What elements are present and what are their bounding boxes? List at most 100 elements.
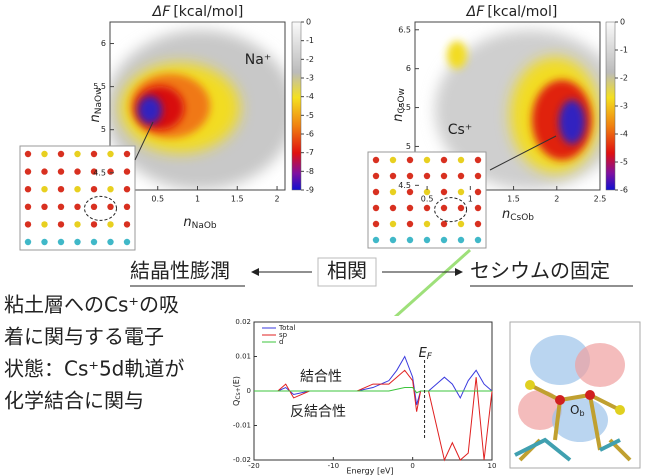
x-axis-label: nNaOb (183, 215, 217, 231)
x-tick-label: 2.5 (594, 195, 607, 204)
atom (25, 168, 31, 174)
atom (475, 221, 481, 227)
colorbar-tick-label: -1 (306, 36, 314, 45)
atom (458, 189, 464, 195)
atom (458, 173, 464, 179)
atom (407, 237, 413, 243)
atom (475, 189, 481, 195)
atom (58, 221, 64, 227)
atom (91, 221, 97, 227)
description-line: 粘土層へのCs⁺の吸 (4, 293, 179, 317)
atom (390, 189, 396, 195)
colorbar-tick-label: 0 (620, 18, 625, 27)
y-tick-label: 6 (101, 39, 106, 48)
atom (124, 239, 130, 245)
x-tick-label: 2 (274, 195, 279, 204)
atom (107, 186, 113, 192)
atom (25, 151, 31, 157)
atom (424, 237, 430, 243)
atom (373, 189, 379, 195)
atom (91, 151, 97, 157)
y-tick-label: 0.01 (235, 353, 251, 361)
atom (475, 157, 481, 163)
colorbar-tick-label: -4 (306, 92, 314, 101)
colorbar-tick-label: -7 (306, 148, 314, 157)
x-tick-label: 0.5 (421, 195, 434, 204)
atom (74, 239, 80, 245)
y-tick-label: 4.5 (93, 168, 106, 177)
atom (390, 157, 396, 163)
x-axis-label: Energy [eV] (346, 467, 393, 476)
atom (441, 173, 447, 179)
atom (25, 239, 31, 245)
atom (373, 221, 379, 227)
colorbar-tick-label: -4 (620, 130, 628, 139)
atom (41, 239, 47, 245)
colorbar-tick-label: -2 (620, 74, 628, 83)
x-tick-label: 1 (468, 195, 473, 204)
x-tick-label: 2 (554, 195, 559, 204)
atom (373, 205, 379, 211)
y-tick-label: 6 (406, 64, 411, 73)
atom (74, 186, 80, 192)
atom (91, 204, 97, 210)
atom (441, 237, 447, 243)
y-tick-label: -0.01 (233, 422, 251, 430)
atom (107, 221, 113, 227)
atom (373, 157, 379, 163)
description-line: 化学結合に関与 (4, 389, 144, 413)
orbital-image (510, 322, 640, 468)
x-tick-label: 1.5 (507, 195, 520, 204)
colorbar-tick-label: -6 (620, 186, 628, 195)
x-tick-label: 1 (195, 195, 200, 204)
atom (424, 221, 430, 227)
y-tick-label: 5.5 (93, 82, 106, 91)
fermi-sub: F (427, 352, 433, 362)
colorbar-tick-label: -8 (306, 167, 314, 176)
atom (107, 239, 113, 245)
colorbar-tick-label: -9 (306, 186, 314, 195)
ion-label: Na⁺ (245, 52, 271, 68)
atom (74, 151, 80, 157)
atom (58, 186, 64, 192)
annotation: 結合性 (300, 369, 342, 385)
atom (41, 151, 47, 157)
atom (424, 205, 430, 211)
atom (107, 204, 113, 210)
atom (74, 168, 80, 174)
atom (458, 221, 464, 227)
x-tick-label: 1.5 (231, 195, 244, 204)
atom (124, 168, 130, 174)
atom (373, 237, 379, 243)
atom (25, 204, 31, 210)
atom (58, 168, 64, 174)
atom (124, 186, 130, 192)
atom (41, 168, 47, 174)
atom (441, 221, 447, 227)
relation-left: 結晶性膨潤 (130, 259, 230, 283)
colorbar-tick-label: 0 (306, 18, 311, 27)
atom (124, 221, 130, 227)
atom (124, 204, 130, 210)
atom (41, 221, 47, 227)
colorbar-tick-label: -1 (620, 46, 628, 55)
atom (458, 237, 464, 243)
atom (91, 239, 97, 245)
colorbar (606, 22, 615, 190)
colorbar-tick-label: -5 (306, 111, 314, 120)
y-tick-label: -0.02 (233, 456, 251, 464)
atom (475, 237, 481, 243)
atom (58, 204, 64, 210)
atom (458, 157, 464, 163)
x-tick-label: 0 (410, 462, 414, 470)
colorbar-tick-label: -3 (306, 74, 314, 83)
y-tick-label: 0 (247, 387, 251, 395)
x-axis-label: nCsOb (502, 207, 534, 223)
atom (475, 173, 481, 179)
y-tick-label: 0.02 (235, 318, 251, 326)
atom (74, 221, 80, 227)
atom (424, 157, 430, 163)
colorbar-tick-label: -3 (620, 102, 628, 111)
atom (58, 239, 64, 245)
atom (424, 173, 430, 179)
